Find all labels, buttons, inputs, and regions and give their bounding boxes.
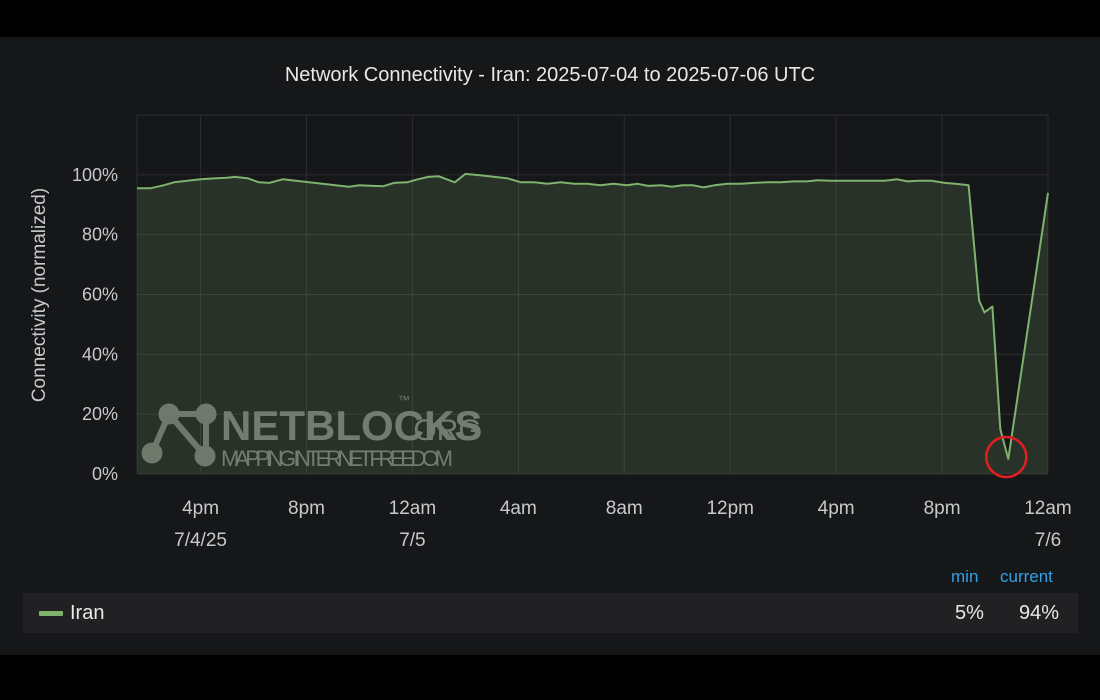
x-tick-date-label: 7/5 <box>399 530 425 551</box>
minimum-highlight-circle <box>985 435 1028 479</box>
watermark-suffix: .ORG <box>405 414 482 447</box>
netblocks-watermark: NETBLOCKS ™ .ORG MAPPING INTERNET FREEDO… <box>141 393 482 471</box>
x-tick-date-label: 7/4/25 <box>174 530 227 551</box>
legend-min-value: 5% <box>955 602 984 624</box>
y-tick-label: 0% <box>92 464 118 484</box>
y-tick-label: 80% <box>82 225 118 245</box>
x-tick-label: 8pm <box>288 498 325 519</box>
netblocks-logo-icon <box>141 403 217 467</box>
x-tick-label: 12am <box>389 498 437 519</box>
x-tick-label: 8am <box>606 498 643 519</box>
watermark-brand: NETBLOCKS <box>221 402 482 449</box>
chart-panel <box>0 37 1100 655</box>
y-tick-label: 100% <box>72 165 118 185</box>
x-tick-label: 4pm <box>182 498 219 519</box>
x-tick-date-label: 7/6 <box>1035 530 1061 551</box>
series-area-iran <box>137 173 1048 474</box>
series-layer <box>137 172 1049 479</box>
legend-current-header[interactable]: current <box>1000 567 1053 586</box>
legend-min-header[interactable]: min <box>951 567 979 586</box>
legend-row-iran[interactable]: Iran 5% 94% <box>23 593 1078 633</box>
chart-title: Network Connectivity - Iran: 2025-07-04 … <box>284 64 816 86</box>
x-tick-label: 8pm <box>924 498 961 519</box>
y-tick-label: 60% <box>82 285 118 305</box>
axes: 0% 20% 40% 60% 80% 100% 4pm 7/4/25 8pm 12am 7/5 4am… <box>72 165 1072 551</box>
watermark-tagline: MAPPING INTERNET FREEDOM <box>221 446 453 471</box>
watermark-tm: ™ <box>398 393 410 407</box>
legend-series-name[interactable]: Iran <box>70 602 105 624</box>
x-tick-label: 4am <box>500 498 537 519</box>
x-tick-label: 12am <box>1024 498 1072 519</box>
y-tick-label: 40% <box>82 344 118 364</box>
legend-current-value: 94% <box>1019 602 1060 624</box>
x-tick-label: 4pm <box>818 498 855 519</box>
series-color-swatch[interactable] <box>39 611 63 616</box>
y-tick-label: 20% <box>82 404 118 424</box>
x-tick-label: 12pm <box>706 498 754 519</box>
series-line-iran <box>137 172 1049 460</box>
y-axis-label: Connectivity (normalized) <box>29 188 50 402</box>
